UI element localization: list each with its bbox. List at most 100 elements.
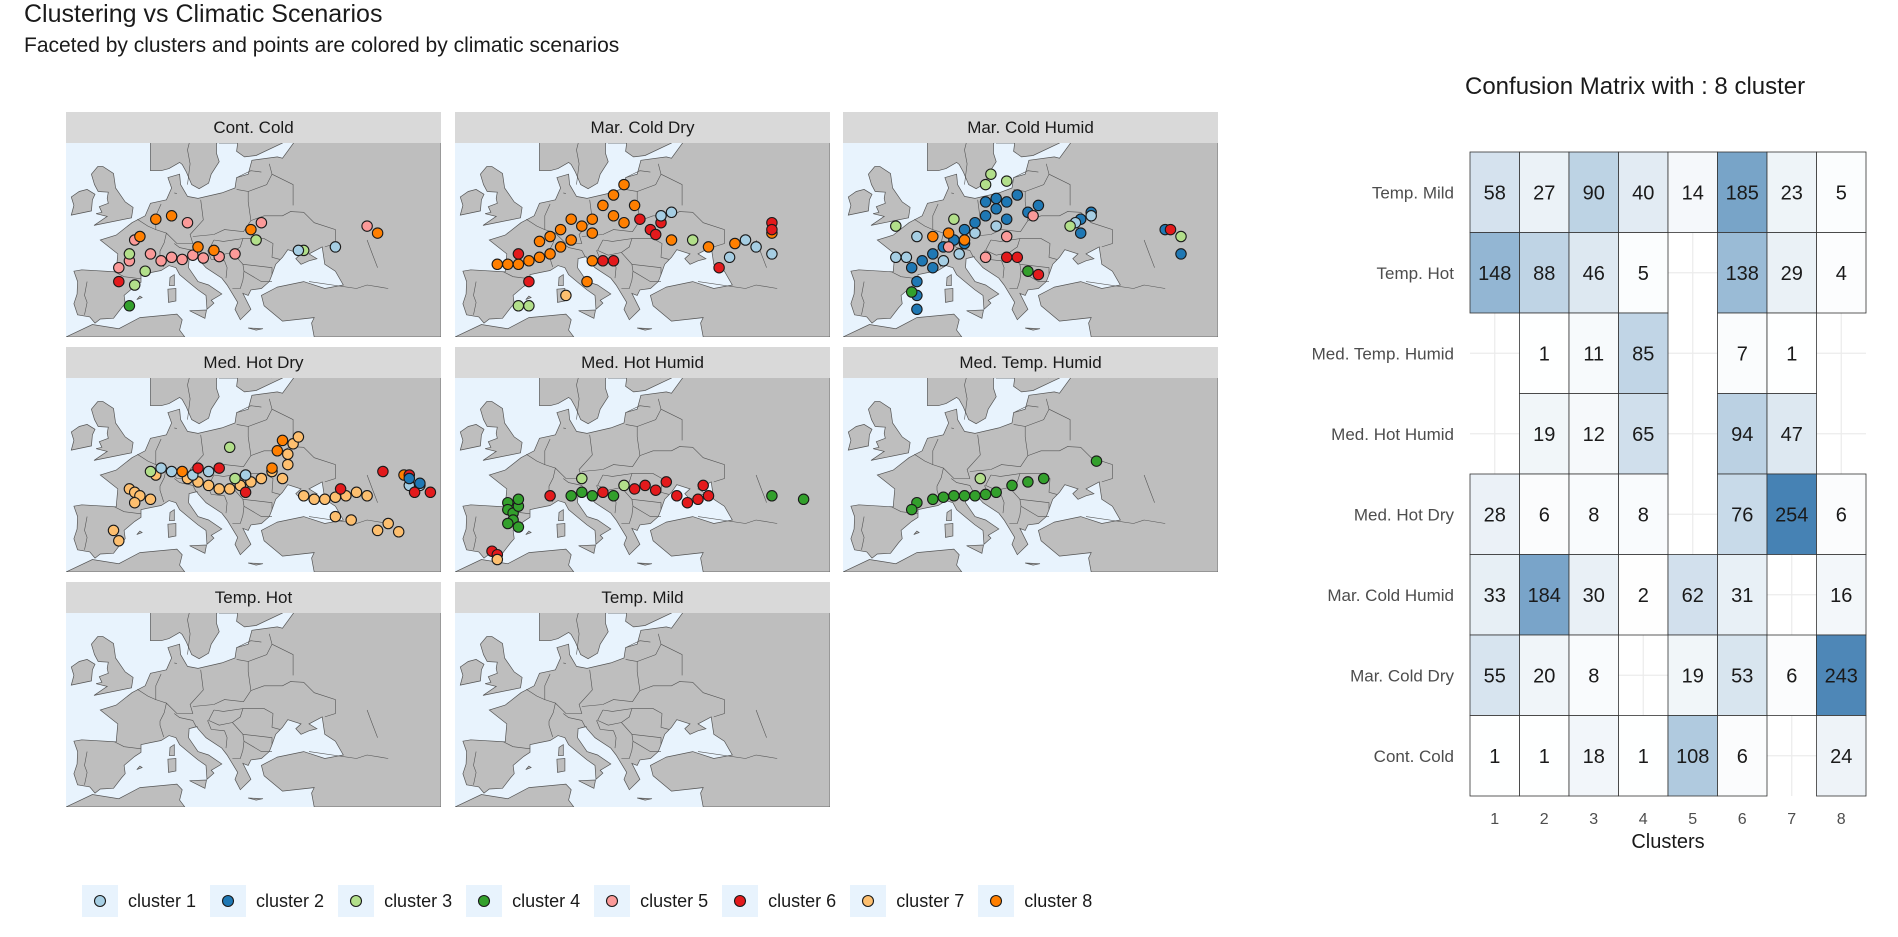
country-border (243, 505, 272, 517)
site-point (586, 255, 599, 267)
matrix-cell (1568, 151, 1619, 233)
country-border (526, 688, 556, 738)
site-point (192, 462, 204, 474)
country-border (248, 398, 273, 427)
land-shape (91, 166, 134, 226)
country-border (1025, 398, 1050, 427)
site-point (329, 241, 342, 253)
x-tick-label: 7 (1787, 811, 1796, 828)
country-border (308, 751, 389, 759)
site-point (554, 223, 567, 236)
land-shape (70, 424, 96, 451)
site-point (1011, 189, 1024, 201)
site-point (1000, 213, 1013, 225)
land-shape (946, 508, 952, 522)
site-point (948, 213, 960, 225)
country-border (1143, 474, 1155, 503)
confusion-matrix: Confusion Matrix with : 8 cluster 58 27 90 4… (1250, 58, 1898, 858)
site-point (576, 220, 588, 232)
land-shape (539, 613, 672, 660)
site-point (165, 251, 178, 264)
country-border (631, 238, 669, 260)
legend-label: cluster 5 (640, 890, 709, 911)
country-border (232, 487, 245, 524)
land-shape (843, 313, 963, 337)
legend-label: cluster 4 (512, 890, 581, 911)
legend-label: cluster 1 (128, 890, 197, 911)
country-border (597, 708, 633, 726)
legend-key (722, 885, 759, 917)
land-shape (189, 309, 207, 319)
site-point (392, 526, 405, 538)
matrix-cell-value: 7 (1737, 343, 1748, 365)
site-point (213, 483, 225, 495)
site-point (403, 472, 416, 485)
site-point (192, 241, 204, 253)
site-point (282, 448, 294, 460)
country-border (621, 252, 634, 289)
country-border (366, 709, 378, 738)
site-point (979, 210, 992, 222)
land-shape (637, 797, 653, 801)
matrix-cell-value: 30 (1583, 585, 1605, 607)
matrix-cell-value: 148 (1478, 263, 1511, 285)
country-border (236, 170, 262, 178)
legend-item: cluster 5 (594, 885, 708, 917)
site-point (113, 261, 125, 274)
country-border (526, 453, 556, 503)
country-border (632, 505, 661, 517)
site-point (165, 465, 178, 478)
country-border (174, 713, 197, 728)
site-point (202, 479, 215, 492)
site-point (597, 255, 609, 267)
land-shape (913, 530, 920, 535)
land-shape (558, 743, 564, 757)
site-point (1000, 196, 1013, 208)
country-border (660, 173, 683, 206)
matrix-cell (1667, 715, 1718, 797)
site-point (239, 486, 252, 499)
site-point (1090, 455, 1103, 467)
site-point (176, 465, 188, 478)
site-point (581, 275, 593, 288)
site-point (576, 486, 588, 499)
site-point (1032, 199, 1045, 212)
facet-panel: Mar. Cold Dry (455, 112, 830, 337)
country-border (187, 143, 191, 185)
land-shape (189, 779, 207, 789)
matrix-cell (1816, 634, 1867, 716)
matrix-cell (1568, 393, 1619, 475)
country-border (84, 281, 88, 315)
country-border (621, 487, 634, 524)
site-point (319, 493, 331, 506)
facet-map (843, 378, 1218, 572)
site-point (1064, 220, 1076, 232)
site-point (586, 213, 599, 225)
country-border (174, 427, 177, 429)
land-shape (248, 327, 264, 331)
matrix-cell-value: 1 (1539, 343, 1550, 365)
site-point (292, 431, 305, 443)
site-point (308, 493, 320, 506)
y-tick-label: Temp. Mild (1372, 183, 1454, 202)
matrix-cell-value: 6 (1539, 504, 1550, 526)
country-border (625, 405, 651, 413)
country-border (576, 378, 580, 420)
country-border (1009, 487, 1022, 524)
matrix-cell (1469, 232, 1520, 314)
matrix-cell (1717, 715, 1768, 797)
y-tick-label: Mar. Cold Dry (1350, 666, 1454, 685)
site-point (1164, 223, 1177, 236)
matrix-cell-value: 27 (1533, 182, 1555, 204)
country-border (155, 673, 162, 700)
country-border (236, 640, 262, 648)
matrix-cell (1766, 312, 1817, 394)
site-point (292, 244, 305, 257)
country-border (1013, 170, 1039, 178)
site-point (969, 490, 981, 502)
country-border (503, 741, 531, 750)
country-border (597, 238, 633, 256)
legend-label: cluster 2 (256, 890, 325, 911)
country-border (631, 264, 662, 275)
matrix-cell (1618, 715, 1669, 797)
